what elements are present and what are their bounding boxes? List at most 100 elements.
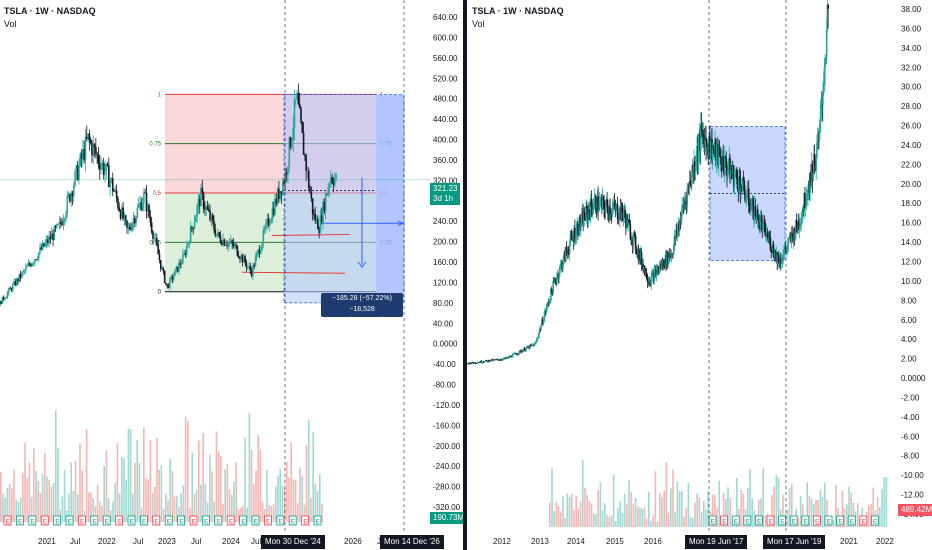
right-candle-body bbox=[670, 253, 673, 257]
earnings-marker bbox=[127, 515, 136, 526]
right-candle-body bbox=[786, 244, 789, 247]
left-chart-panel[interactable]: 640.00 600.00 560.00 520.00 480.00 440.00 400.… bbox=[0, 0, 468, 550]
earnings-marker bbox=[870, 515, 879, 526]
left-candle-body bbox=[11, 284, 14, 291]
fib-level-label: 1 bbox=[158, 92, 162, 98]
right-volume-bar bbox=[736, 477, 738, 527]
left-candle-body bbox=[134, 218, 136, 224]
right-candle-body bbox=[529, 344, 531, 349]
left-candle-body bbox=[45, 239, 48, 243]
left-candle-body bbox=[23, 270, 26, 272]
right-candle-body bbox=[615, 205, 617, 211]
earnings-marker bbox=[139, 515, 148, 526]
left-volume-bar bbox=[6, 487, 9, 522]
right-volume-bar bbox=[698, 497, 701, 527]
fib-level-label: 0 bbox=[158, 290, 162, 296]
left-volume-bar bbox=[176, 496, 178, 522]
left-candle-body bbox=[84, 136, 87, 161]
right-price-axis-label: 18.00 bbox=[901, 199, 922, 208]
left-volume-bar bbox=[121, 456, 123, 522]
right-candle-body bbox=[574, 227, 576, 241]
right-volume-bar bbox=[678, 490, 681, 527]
earnings-marker-label: E bbox=[80, 519, 85, 526]
right-candle-body bbox=[651, 273, 653, 276]
left-price-axis-label: 480.00 bbox=[433, 95, 458, 104]
right-candle-body bbox=[687, 185, 689, 189]
left-candle-body bbox=[62, 220, 65, 225]
left-volume-bar bbox=[63, 469, 66, 522]
left-candle-body bbox=[230, 240, 232, 243]
right-volume-bar bbox=[843, 508, 846, 527]
right-candle-body bbox=[819, 119, 821, 129]
right-candle-body bbox=[807, 195, 809, 198]
left-candle-body bbox=[175, 266, 178, 270]
left-volume-bar bbox=[17, 501, 20, 522]
left-candle-body bbox=[240, 255, 243, 259]
right-candle-body bbox=[762, 222, 764, 233]
left-volume-bar bbox=[200, 484, 202, 522]
earnings-marker-label: E bbox=[117, 519, 122, 526]
left-candle-body bbox=[245, 262, 248, 268]
right-volume-bar bbox=[685, 507, 687, 527]
left-price-axis-label: -80.00 bbox=[433, 381, 456, 390]
left-candle-body bbox=[63, 218, 66, 221]
left-volume-bar bbox=[24, 442, 26, 522]
earnings-marker-label: E bbox=[838, 519, 843, 526]
left-volume-bar bbox=[149, 439, 152, 522]
left-candle-body bbox=[78, 165, 80, 180]
right-candle-body bbox=[712, 148, 715, 150]
left-candle-body bbox=[200, 187, 202, 207]
left-candle-body bbox=[163, 270, 166, 283]
left-candle-body bbox=[154, 237, 157, 239]
left-time-axis-label: 2021 bbox=[38, 537, 56, 546]
right-candle-body bbox=[607, 204, 609, 214]
left-candle-body bbox=[300, 108, 302, 122]
left-candle-body bbox=[192, 227, 195, 229]
right-volume-bar bbox=[788, 488, 791, 527]
right-candle-body bbox=[804, 205, 807, 209]
right-candle-body bbox=[729, 169, 732, 179]
right-chart-panel[interactable]: 38.00 36.00 34.00 32.00 30.00 28.00 26.00 24.00… bbox=[467, 0, 932, 550]
right-price-axis-label: 34.00 bbox=[901, 44, 922, 53]
left-candle-body bbox=[333, 178, 336, 186]
left-chart-canvas[interactable]: 640.00 600.00 560.00 520.00 480.00 440.00 400.… bbox=[0, 0, 463, 550]
right-price-axis-label: 26.00 bbox=[901, 122, 922, 131]
left-volume-bar bbox=[165, 494, 167, 522]
right-candle-body bbox=[583, 212, 586, 220]
left-volume-bar bbox=[314, 484, 317, 522]
left-candle-body bbox=[123, 215, 126, 219]
left-volume-bar bbox=[154, 486, 156, 522]
earnings-marker bbox=[177, 515, 186, 526]
right-volume-bar bbox=[626, 504, 628, 527]
left-candle-body bbox=[276, 188, 279, 204]
earnings-marker-label: E bbox=[316, 519, 321, 526]
earnings-marker-label: E bbox=[154, 519, 159, 526]
left-candle-body bbox=[131, 223, 134, 230]
left-candle-body bbox=[35, 259, 37, 261]
right-candle-body bbox=[505, 357, 508, 359]
left-candle-body bbox=[330, 177, 332, 184]
left-volume-bar bbox=[279, 468, 281, 522]
left-volume-bar bbox=[52, 482, 55, 522]
panel-divider[interactable] bbox=[463, 0, 467, 550]
right-candle-body bbox=[536, 338, 539, 340]
right-volume-bar bbox=[667, 512, 670, 527]
right-volume-bar bbox=[621, 513, 624, 527]
earnings-marker-label: E bbox=[55, 519, 60, 526]
left-candle-body bbox=[218, 232, 220, 237]
left-price-axis-label: -320.00 bbox=[433, 503, 461, 512]
left-cursor-date-2: Mon 14 Dec '26 bbox=[380, 535, 444, 549]
left-volume-bar bbox=[226, 463, 229, 522]
right-candle-body bbox=[632, 234, 635, 246]
right-candle-body bbox=[577, 234, 580, 236]
right-candle-body bbox=[562, 263, 564, 269]
left-candle-body bbox=[31, 263, 34, 267]
left-candle-body bbox=[296, 92, 298, 99]
right-chart-canvas[interactable]: 38.00 36.00 34.00 32.00 30.00 28.00 26.00 24.00… bbox=[467, 0, 932, 550]
left-candle-body bbox=[39, 247, 41, 253]
left-volume-bar bbox=[39, 492, 42, 522]
right-candle-body bbox=[624, 209, 626, 218]
right-candle-body bbox=[472, 362, 474, 363]
left-volume-bar bbox=[268, 505, 270, 522]
right-volume-bar bbox=[575, 495, 577, 527]
